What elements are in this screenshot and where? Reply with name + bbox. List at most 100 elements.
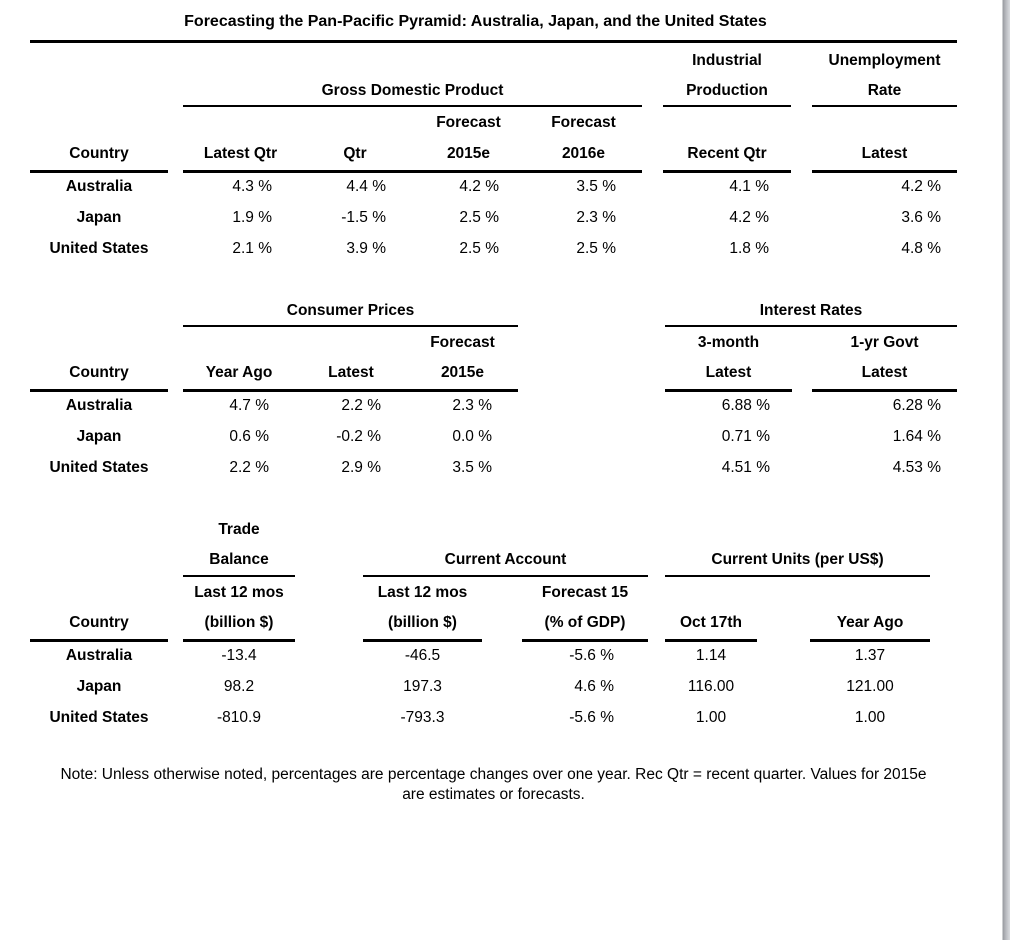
spacer	[791, 171, 812, 202]
subheader-last12-tb: Last 12 mos	[194, 583, 284, 601]
spacer	[642, 106, 663, 139]
header-row: Country (billion $) (billion $) (% of GD…	[30, 608, 957, 642]
subheader-3-month: 3-month	[697, 333, 760, 351]
cell-value: 4.2 %	[729, 208, 769, 226]
cell-value: 4.7 %	[229, 397, 269, 415]
cell-value: 2.5 %	[576, 239, 616, 257]
col-header-latest-1yr: Latest	[812, 358, 957, 392]
col-header-country: Country	[30, 139, 168, 173]
cell-value: 6.28 %	[892, 397, 941, 415]
col-header-qtr: Qtr	[298, 139, 412, 173]
spacer	[295, 702, 363, 733]
cell-value: 1.37	[854, 647, 886, 665]
spacer	[183, 106, 298, 139]
cell-value: 0.0 %	[452, 427, 492, 445]
cell-value: 3.9 %	[346, 239, 386, 257]
cell-value: 1.64 %	[892, 427, 941, 445]
cell-value: 2.1 %	[232, 239, 272, 257]
table-row: Australia 4.7 % 2.2 % 2.3 % 6.88 % 6.28 …	[30, 390, 957, 421]
spacer	[30, 515, 168, 545]
cell-value: 3.5 %	[576, 178, 616, 196]
footnote-line-2: are estimates or forecasts.	[402, 786, 585, 803]
spacer	[298, 106, 412, 139]
spacer	[168, 171, 183, 202]
page-title: Forecasting the Pan-Pacific Pyramid: Aus…	[184, 13, 767, 30]
group-row-2: Balance Current Account Current Units (p…	[30, 545, 957, 577]
spacer	[168, 233, 183, 264]
col-header-oct-17th: Oct 17th	[665, 608, 757, 642]
group-interest-rates: Interest Rates	[665, 296, 957, 327]
group-row-2: Gross Domestic Product Production Rate	[30, 76, 957, 107]
spacer	[648, 702, 665, 733]
group-row: Consumer Prices Interest Rates	[30, 296, 957, 327]
row-label-united-states: United States	[49, 458, 149, 476]
spacer	[791, 46, 812, 76]
cell-value: 2.3 %	[452, 397, 492, 415]
cell-value: 4.2 %	[459, 178, 499, 196]
cell-value: 1.8 %	[729, 239, 769, 257]
spacer	[792, 452, 812, 483]
spacer	[648, 671, 665, 702]
spacer	[642, 76, 663, 106]
spacer	[518, 296, 665, 326]
group-row-1: Industrial Unemployment	[30, 46, 957, 76]
spacer	[168, 452, 183, 483]
cell-value: 197.3	[403, 677, 442, 695]
spacer	[518, 452, 665, 483]
spacer	[168, 390, 183, 421]
spacer	[168, 576, 183, 608]
col-header-2015e: 2015e	[407, 358, 518, 392]
spacer	[812, 106, 957, 139]
group-current-units: Current Units (per US$)	[665, 545, 930, 577]
cell-value: 0.6 %	[229, 427, 269, 445]
col-header-2016e: 2016e	[525, 139, 642, 173]
spacer	[183, 46, 642, 76]
spacer	[792, 326, 812, 358]
cell-value: 98.2	[223, 677, 255, 695]
spacer	[30, 326, 168, 358]
subheader-row: Forecast Forecast	[30, 106, 957, 139]
spacer	[792, 421, 812, 452]
spacer	[482, 671, 522, 702]
spacer	[168, 545, 183, 576]
cell-value: 116.00	[687, 677, 735, 695]
group-industrial-line1: Industrial	[692, 52, 762, 69]
group-trade-line2: Balance	[183, 545, 295, 577]
table-row: Japan 98.2 197.3 4.6 % 116.00 121.00	[30, 671, 957, 702]
group-unemployment-line2: Rate	[812, 76, 957, 107]
spacer	[791, 139, 812, 171]
row-label-japan: Japan	[76, 208, 122, 226]
spacer	[30, 576, 168, 608]
row-label-australia: Australia	[65, 647, 133, 665]
cell-value: 2.2 %	[341, 397, 381, 415]
col-header-pct-gdp: (% of GDP)	[522, 608, 648, 642]
subheader-row: Forecast 3-month 1-yr Govt	[30, 326, 957, 358]
cell-value: 3.5 %	[452, 458, 492, 476]
subheader-forecast-2015: Forecast	[436, 114, 501, 131]
cell-value: -810.9	[217, 708, 261, 726]
spacer	[648, 640, 665, 671]
group-gdp: Gross Domestic Product	[183, 76, 642, 107]
cell-value: 3.6 %	[901, 208, 941, 226]
col-header-latest-qtr: Latest Qtr	[183, 139, 298, 173]
page-edge-strip	[988, 0, 1010, 940]
spacer	[518, 390, 665, 421]
col-header-year-ago: Year Ago	[810, 608, 930, 642]
spacer	[168, 515, 183, 545]
spacer	[482, 608, 522, 640]
spacer	[757, 608, 810, 640]
table-row: Japan 0.6 % -0.2 % 0.0 % 0.71 % 1.64 %	[30, 421, 957, 452]
cell-value: -46.5	[404, 647, 441, 665]
spacer	[295, 640, 363, 671]
group-current-account: Current Account	[363, 545, 648, 577]
cell-value: 4.6 %	[574, 677, 614, 695]
spacer	[168, 106, 183, 139]
spacer	[30, 106, 168, 139]
spacer	[295, 326, 407, 358]
cell-value: 4.4 %	[346, 178, 386, 196]
spacer	[168, 671, 183, 702]
row-label-united-states: United States	[49, 239, 149, 257]
cell-value: 4.53 %	[892, 458, 941, 476]
spacer	[648, 608, 665, 640]
